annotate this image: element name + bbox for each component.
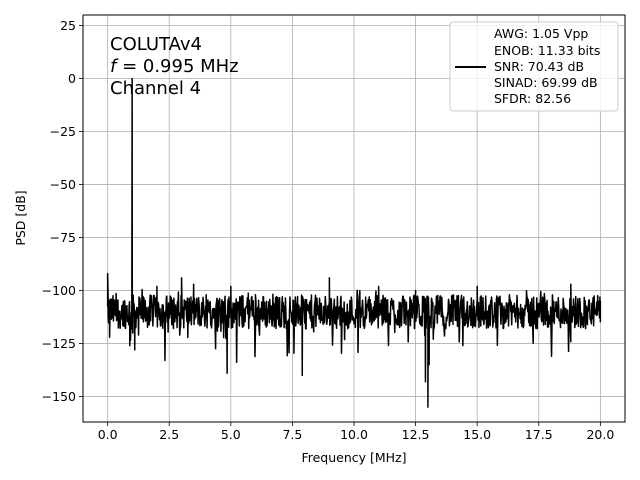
legend: AWG: 1.05 Vpp ENOB: 11.33 bits SNR: 70.4… (449, 21, 619, 112)
x-tick-label: 10.0 (340, 427, 368, 442)
x-tick-label: 12.5 (402, 427, 430, 442)
annotation-chip-name: COLUTAv4 (110, 34, 202, 55)
legend-line-sfdr: SFDR: 82.56 (494, 91, 571, 106)
annotation-frequency-value: = 0.995 MHz (116, 56, 238, 77)
legend-box (449, 21, 619, 112)
psd-series-line (106, 77, 602, 408)
y-tick-label: 0 (68, 71, 76, 86)
grid (83, 15, 625, 422)
y-tick-label: −100 (42, 283, 76, 298)
annotation-frequency: f = 0.995 MHz (110, 56, 239, 77)
annotation-channel: Channel 4 (110, 78, 201, 99)
x-axis: 0.0 2.5 5.0 7.5 10.0 12.5 15.0 17.5 20.0 (98, 422, 614, 442)
y-tick-label: −75 (50, 230, 76, 245)
x-tick-label: 20.0 (586, 427, 614, 442)
annotation: COLUTAv4 f = 0.995 MHz Channel 4 (110, 34, 239, 99)
x-tick-label: 0.0 (98, 427, 118, 442)
y-tick-label: −25 (50, 124, 76, 139)
legend-line-sinad: SINAD: 69.99 dB (494, 75, 598, 90)
series-layer (106, 77, 602, 408)
legend-line-enob: ENOB: 11.33 bits (494, 43, 600, 58)
y-tick-label: 25 (60, 18, 76, 33)
legend-line-awg: AWG: 1.05 Vpp (494, 26, 588, 41)
y-tick-label: −150 (42, 389, 76, 404)
x-tick-label: 17.5 (525, 427, 553, 442)
y-tick-label: −50 (50, 177, 76, 192)
x-tick-label: 2.5 (159, 427, 179, 442)
y-axis-label: PSD [dB] (13, 190, 28, 245)
y-tick-label: −125 (42, 336, 76, 351)
x-tick-label: 7.5 (282, 427, 302, 442)
x-tick-label: 5.0 (221, 427, 241, 442)
legend-line-snr: SNR: 70.43 dB (494, 59, 584, 74)
annotation-frequency-var: f (110, 56, 119, 77)
y-axis: 25 0 −25 −50 −75 −100 −125 −150 (42, 18, 83, 404)
x-tick-label: 15.0 (463, 427, 491, 442)
x-axis-label: Frequency [MHz] (301, 450, 406, 465)
